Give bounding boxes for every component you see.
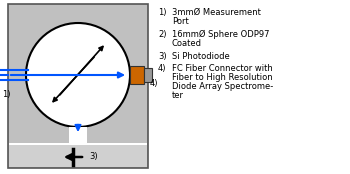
Text: 1): 1) xyxy=(158,8,167,17)
Text: 3): 3) xyxy=(89,152,98,161)
Text: ter: ter xyxy=(172,91,184,100)
Bar xyxy=(144,68,152,82)
Text: 2): 2) xyxy=(158,30,167,39)
Bar xyxy=(69,127,87,143)
Text: 16mmØ Sphere ODP97: 16mmØ Sphere ODP97 xyxy=(172,30,270,39)
Circle shape xyxy=(26,23,130,127)
Bar xyxy=(130,66,144,84)
Text: FC Fiber Connector with: FC Fiber Connector with xyxy=(172,64,273,73)
Text: 3): 3) xyxy=(158,52,167,61)
Text: 4): 4) xyxy=(150,79,159,88)
Text: Coated: Coated xyxy=(172,39,202,48)
Bar xyxy=(64,125,92,143)
Text: 1): 1) xyxy=(2,90,10,99)
Bar xyxy=(9,143,147,167)
Text: Si Photodiode: Si Photodiode xyxy=(172,52,230,61)
Text: Diode Array Spectrome-: Diode Array Spectrome- xyxy=(172,82,273,91)
Text: 4): 4) xyxy=(158,64,167,73)
Text: 3mmØ Measurement: 3mmØ Measurement xyxy=(172,8,261,17)
Text: Port: Port xyxy=(172,18,189,26)
Bar xyxy=(9,143,147,144)
Text: Fiber to High Resolution: Fiber to High Resolution xyxy=(172,73,273,82)
Bar xyxy=(8,4,148,168)
